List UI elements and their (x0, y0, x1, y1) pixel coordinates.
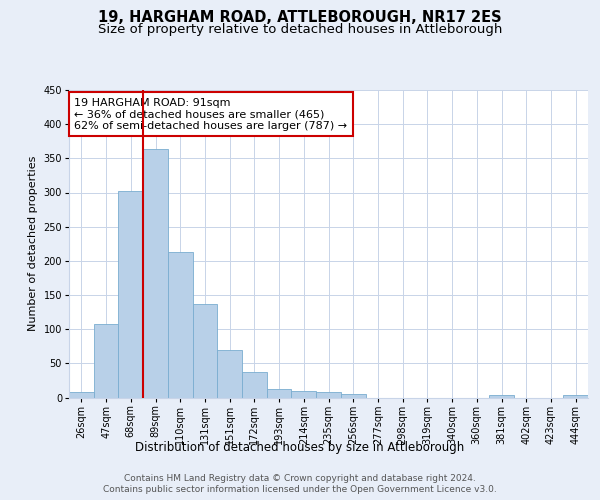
Text: Contains public sector information licensed under the Open Government Licence v3: Contains public sector information licen… (103, 485, 497, 494)
Text: 19, HARGHAM ROAD, ATTLEBOROUGH, NR17 2ES: 19, HARGHAM ROAD, ATTLEBOROUGH, NR17 2ES (98, 10, 502, 25)
Bar (69, 392, 94, 398)
Bar (563, 396, 588, 398)
Text: 19 HARGHAM ROAD: 91sqm
← 36% of detached houses are smaller (465)
62% of semi-de: 19 HARGHAM ROAD: 91sqm ← 36% of detached… (74, 98, 347, 131)
Bar (217, 350, 242, 398)
Y-axis label: Number of detached properties: Number of detached properties (28, 156, 38, 332)
Bar (489, 396, 514, 398)
Bar (341, 394, 365, 398)
Bar (143, 150, 168, 398)
Bar (292, 390, 316, 398)
Bar (316, 392, 341, 398)
Text: Contains HM Land Registry data © Crown copyright and database right 2024.: Contains HM Land Registry data © Crown c… (124, 474, 476, 483)
Text: Size of property relative to detached houses in Attleborough: Size of property relative to detached ho… (98, 22, 502, 36)
Bar (118, 191, 143, 398)
Bar (168, 252, 193, 398)
Bar (193, 304, 217, 398)
Bar (267, 388, 292, 398)
Bar (94, 324, 118, 398)
Bar (242, 372, 267, 398)
Text: Distribution of detached houses by size in Attleborough: Distribution of detached houses by size … (136, 441, 464, 454)
